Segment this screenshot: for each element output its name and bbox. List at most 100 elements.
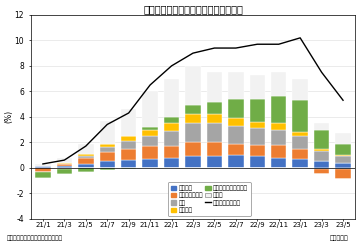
Bar [335, 155, 351, 156]
Bar [57, 163, 72, 164]
Bar [335, 169, 351, 179]
Bar [164, 131, 179, 146]
Bar [35, 168, 51, 172]
総平均（前年比） [191, 52, 195, 55]
Bar [335, 163, 351, 168]
Bar [143, 127, 158, 129]
Bar [207, 156, 222, 168]
Bar [314, 129, 329, 149]
Bar [185, 142, 201, 156]
Bar [78, 144, 93, 154]
Bar [228, 126, 243, 144]
Bar [250, 122, 265, 128]
Title: 国内企業物価指数の前年比寄与度分解: 国内企業物価指数の前年比寄与度分解 [143, 4, 243, 14]
Bar [271, 72, 286, 97]
Bar [250, 99, 265, 122]
Bar [271, 145, 286, 158]
Bar [78, 156, 93, 158]
Bar [207, 102, 222, 114]
Bar [185, 123, 201, 142]
Text: （年・月）: （年・月） [330, 235, 348, 241]
Bar [143, 136, 158, 146]
総平均（前年比） [41, 162, 45, 165]
Bar [78, 164, 93, 168]
Bar [335, 156, 351, 163]
Bar [271, 123, 286, 129]
総平均（前年比） [234, 47, 238, 50]
Bar [164, 158, 179, 168]
総平均（前年比） [298, 36, 302, 39]
総平均（前年比） [212, 47, 216, 50]
Bar [185, 156, 201, 168]
Bar [314, 161, 329, 168]
Bar [293, 132, 308, 136]
総平均（前年比） [84, 145, 88, 148]
Bar [99, 161, 115, 168]
Bar [228, 99, 243, 118]
Bar [314, 123, 329, 129]
総平均（前年比） [255, 43, 260, 46]
Bar [99, 121, 115, 144]
Bar [99, 144, 115, 147]
Bar [250, 156, 265, 168]
Bar [314, 168, 329, 169]
Bar [271, 97, 286, 123]
Bar [185, 66, 201, 105]
Bar [314, 149, 329, 151]
Bar [293, 136, 308, 149]
Bar [207, 114, 222, 123]
総平均（前年比） [105, 123, 109, 126]
Bar [99, 147, 115, 152]
Bar [293, 79, 308, 100]
総平均（前年比） [126, 112, 131, 114]
Bar [121, 168, 136, 169]
Bar [78, 154, 93, 156]
Bar [35, 166, 51, 168]
Bar [185, 105, 201, 114]
Bar [99, 168, 115, 170]
Bar [57, 169, 72, 174]
総平均（前年比） [341, 99, 345, 102]
Bar [207, 142, 222, 156]
Bar [121, 141, 136, 149]
Bar [164, 79, 179, 117]
Bar [185, 114, 201, 123]
Line: 総平均（前年比）: 総平均（前年比） [43, 38, 343, 164]
Bar [228, 155, 243, 168]
Bar [228, 72, 243, 99]
Bar [293, 149, 308, 159]
Bar [99, 152, 115, 161]
Bar [207, 72, 222, 102]
Bar [293, 100, 308, 132]
Text: （資料）日本銀行『企業物価指数』: （資料）日本銀行『企業物価指数』 [7, 235, 63, 241]
Bar [335, 168, 351, 169]
Bar [143, 146, 158, 159]
Bar [164, 117, 179, 123]
Bar [57, 168, 72, 169]
Bar [250, 145, 265, 156]
Bar [57, 166, 72, 168]
Bar [228, 118, 243, 126]
Bar [314, 169, 329, 174]
Bar [250, 75, 265, 99]
総平均（前年比） [62, 159, 66, 162]
Bar [164, 146, 179, 158]
Y-axis label: (%): (%) [4, 110, 13, 123]
Bar [35, 164, 51, 166]
総平均（前年比） [169, 64, 174, 67]
Bar [143, 91, 158, 127]
Bar [121, 109, 136, 136]
Bar [293, 159, 308, 168]
Bar [78, 168, 93, 172]
Bar [121, 149, 136, 160]
Bar [271, 129, 286, 145]
Bar [164, 123, 179, 131]
総平均（前年比） [320, 71, 324, 74]
Bar [35, 172, 51, 178]
Bar [143, 129, 158, 136]
Bar [121, 160, 136, 168]
Bar [250, 128, 265, 145]
総平均（前年比） [276, 43, 281, 46]
Legend: 化学製品, 石油・石炭製品, 鉄銅, 非鉄金属, 電力・都市ガス・水道, その他, 総平均（前年比）: 化学製品, 石油・石炭製品, 鉄銅, 非鉄金属, 電力・都市ガス・水道, その他… [168, 182, 251, 216]
Bar [121, 136, 136, 141]
